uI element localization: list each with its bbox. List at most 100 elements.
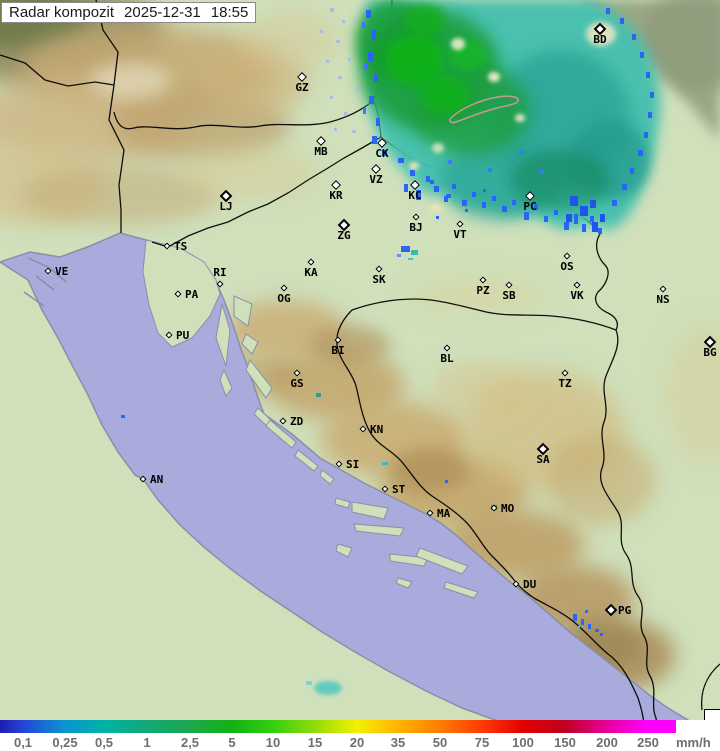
station-diamond-icon bbox=[44, 267, 52, 275]
station-diamond-icon bbox=[216, 280, 224, 288]
station-diamond-icon bbox=[456, 220, 464, 228]
legend-value: 100 bbox=[512, 735, 534, 750]
station-label: PU bbox=[176, 329, 190, 342]
map-canvas bbox=[0, 0, 720, 720]
station-label: CK bbox=[375, 147, 389, 160]
radar-time: 18:55 bbox=[210, 4, 249, 21]
station-label: SI bbox=[346, 458, 360, 471]
legend-value: 20 bbox=[349, 735, 365, 750]
station-label: GS bbox=[290, 377, 304, 390]
station-label: LJ bbox=[219, 200, 233, 213]
legend-value: 2,5 bbox=[180, 735, 200, 750]
station-diamond-icon bbox=[293, 369, 301, 377]
station-label: SB bbox=[502, 289, 516, 302]
legend-value: 0,1 bbox=[13, 735, 33, 750]
station-label: MB bbox=[314, 145, 328, 158]
legend-value: 150 bbox=[554, 735, 576, 750]
station-diamond-icon bbox=[280, 284, 288, 292]
legend-value: 50 bbox=[432, 735, 448, 750]
station-diamond-icon bbox=[573, 281, 581, 289]
station-label: KR bbox=[329, 189, 343, 202]
station-diamond-icon bbox=[443, 344, 451, 352]
station-diamond-icon bbox=[505, 281, 513, 289]
station-diamond-icon bbox=[163, 242, 171, 250]
station-label: PZ bbox=[476, 284, 490, 297]
station-diamond-icon bbox=[479, 276, 487, 284]
legend-value: 200 bbox=[596, 735, 618, 750]
legend-value: 10 bbox=[265, 735, 281, 750]
station-label: BI bbox=[331, 344, 345, 357]
station-label: BG bbox=[703, 346, 717, 359]
intensity-color-bar bbox=[0, 720, 676, 733]
adriatic-sea bbox=[0, 232, 690, 720]
intensity-legend: 0,1 0,25 0,5 1 2,5 5 10 15 20 35 50 75 100 150 200 250 m… bbox=[0, 720, 720, 751]
station-label: OS bbox=[560, 260, 574, 273]
legend-value: 5 bbox=[228, 735, 236, 750]
station-diamond-icon bbox=[426, 509, 434, 517]
station-label: BJ bbox=[409, 221, 423, 234]
lake-balaton-outline bbox=[449, 95, 519, 124]
station-diamond-icon bbox=[561, 369, 569, 377]
station-label: AN bbox=[150, 473, 164, 486]
station-diamond-icon bbox=[279, 417, 287, 425]
title-box: Radar kompozit 2025-12-31 18:55 bbox=[1, 2, 257, 23]
radar-map: GZ BD MB CK VZ KR KC LJ PC BJ ZG VT TS OS KA SK VE RI PZ SB… bbox=[0, 0, 720, 722]
station-label: OG bbox=[277, 292, 291, 305]
station-label: KA bbox=[304, 266, 318, 279]
station-diamond-icon bbox=[307, 258, 315, 266]
islands-layer bbox=[142, 239, 479, 599]
station-diamond-icon bbox=[659, 285, 667, 293]
station-label: NS bbox=[656, 293, 670, 306]
station-label: PG bbox=[618, 604, 632, 617]
legend-value: 0,25 bbox=[52, 735, 78, 750]
page-title: Radar kompozit bbox=[9, 4, 115, 21]
stations-layer: GZ BD MB CK VZ KR KC LJ PC BJ ZG VT TS OS KA SK VE RI PZ SB… bbox=[44, 22, 717, 617]
legend-value: 75 bbox=[474, 735, 490, 750]
station-diamond-icon bbox=[359, 425, 367, 433]
station-label: PA bbox=[185, 288, 199, 301]
station-label: VT bbox=[453, 228, 467, 241]
station-label: KC bbox=[408, 189, 422, 202]
station-diamond-icon bbox=[165, 331, 173, 339]
legend-unit: mm/h bbox=[676, 735, 711, 750]
legend-value: 250 bbox=[637, 735, 659, 750]
station-label: DU bbox=[523, 578, 537, 591]
station-label: MA bbox=[437, 507, 451, 520]
sea-layer bbox=[0, 232, 690, 720]
station-diamond-icon bbox=[604, 603, 618, 617]
radar-date: 2025-12-31 bbox=[124, 4, 201, 21]
radar-echo-layer bbox=[121, 0, 661, 695]
station-label: BL bbox=[440, 352, 454, 365]
station-label: TS bbox=[174, 240, 188, 253]
station-label: GZ bbox=[295, 81, 309, 94]
station-label: ZG bbox=[337, 229, 351, 242]
station-diamond-icon bbox=[335, 460, 343, 468]
legend-value: 35 bbox=[390, 735, 406, 750]
station-diamond-icon bbox=[563, 252, 571, 260]
station-label: VZ bbox=[369, 173, 383, 186]
station-label: ZD bbox=[290, 415, 304, 428]
legend-value: 15 bbox=[307, 735, 323, 750]
station-label: ST bbox=[392, 483, 406, 496]
station-label: SA bbox=[536, 453, 550, 466]
legend-value: 1 bbox=[143, 735, 151, 750]
station-label: SK bbox=[372, 273, 386, 286]
station-label: VK bbox=[570, 289, 584, 302]
station-label: MO bbox=[501, 502, 515, 515]
station-diamond-icon bbox=[334, 336, 342, 344]
station-diamond-icon bbox=[412, 213, 420, 221]
station-diamond-icon bbox=[512, 580, 520, 588]
station-diamond-icon bbox=[375, 265, 383, 273]
station-label: PC bbox=[523, 200, 537, 213]
station-diamond-icon bbox=[381, 485, 389, 493]
station-diamond-icon bbox=[139, 475, 147, 483]
station-label: VE bbox=[55, 265, 69, 278]
legend-value: 0,5 bbox=[94, 735, 114, 750]
station-label: BD bbox=[593, 33, 607, 46]
station-diamond-icon bbox=[490, 504, 498, 512]
station-label: RI bbox=[213, 266, 227, 279]
station-diamond-icon bbox=[174, 290, 182, 298]
station-label: KN bbox=[370, 423, 384, 436]
station-label: TZ bbox=[558, 377, 572, 390]
